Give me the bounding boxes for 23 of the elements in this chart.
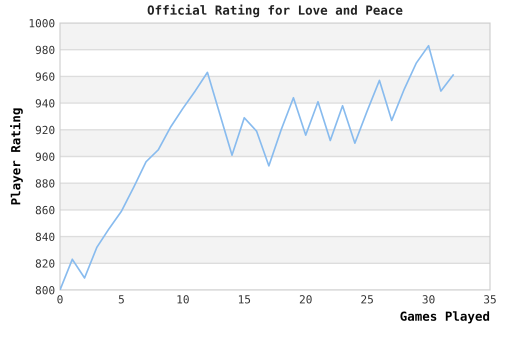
y-tick-label: 860 xyxy=(36,206,54,214)
y-tick-label: 900 xyxy=(36,152,54,161)
y-tick-label: 840 xyxy=(36,232,54,242)
x-tick-label: 25 xyxy=(361,295,373,304)
y-axis-title: Player Rating xyxy=(10,108,23,204)
y-tick-label: 920 xyxy=(36,126,54,134)
x-tick-label: 10 xyxy=(178,295,189,304)
chart-title: Official Rating for Love and Peace xyxy=(148,4,402,18)
y-tick-label: 960 xyxy=(36,72,54,81)
y-tick-label: 1000 xyxy=(30,19,54,28)
y-tick-label: 940 xyxy=(36,99,54,108)
x-tick-label: 20 xyxy=(300,295,312,304)
x-tick-label: 15 xyxy=(238,295,250,304)
x-tick-label: 5 xyxy=(118,295,124,304)
x-tick-label: 30 xyxy=(422,295,435,304)
y-tick-label: 800 xyxy=(36,286,54,294)
y-tick-label: 820 xyxy=(36,259,54,268)
line-series xyxy=(60,44,454,290)
y-tick-label: 880 xyxy=(36,179,54,188)
x-tick-label: 35 xyxy=(484,295,496,304)
x-tick-label: 0 xyxy=(57,295,63,304)
y-tick-label: 980 xyxy=(36,46,54,54)
x-axis-title: Games Played xyxy=(400,311,490,324)
